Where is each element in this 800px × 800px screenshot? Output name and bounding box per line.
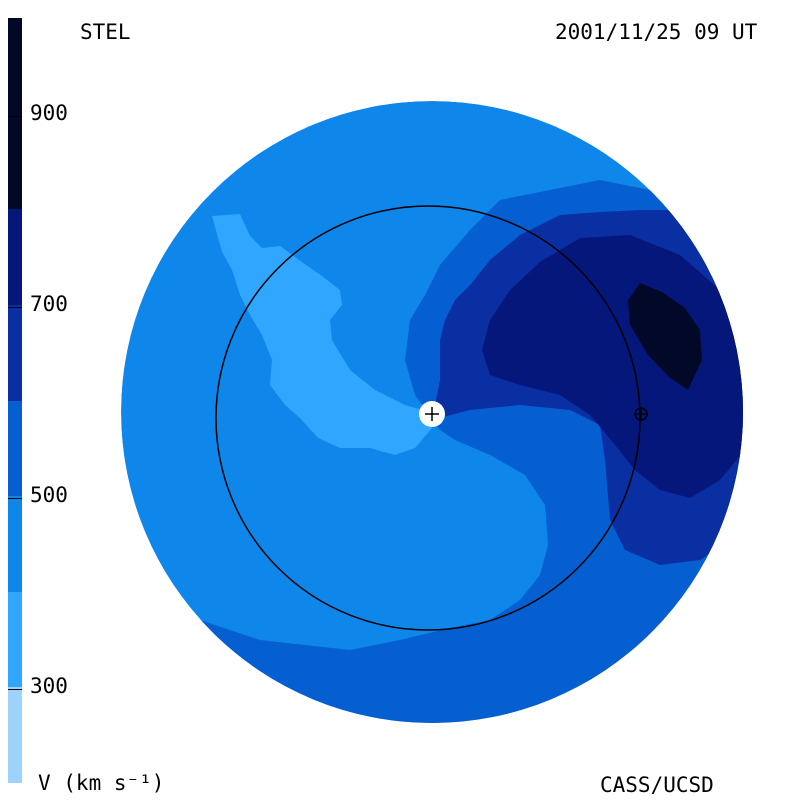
colorbar-band [8,18,22,210]
colorbar-band [8,591,22,688]
colorbar-band [8,687,22,783]
band-300-400-arm [212,214,432,455]
colorbar-tick [8,306,22,308]
observatory-label: STEL [80,20,131,44]
colorbar-tick [8,689,22,691]
earth-marker [634,407,648,421]
credit-label: CASS/UCSD [600,773,714,797]
colorbar-tick-label: 900 [30,100,68,125]
unit-label: V (km s⁻¹) [38,771,165,795]
colorbar-tick-label: 700 [30,291,68,316]
earth-orbit-circle [215,205,641,631]
colorbar-band [8,496,22,592]
velocity-colorbar [8,18,22,783]
sun-marker [419,401,445,427]
colorbar-band [8,304,22,401]
colorbar-tick-label: 300 [30,674,68,699]
timestamp-label: 2001/11/25 09 UT [555,20,758,44]
band-700-800 [482,235,743,498]
colorbar-band [8,400,22,497]
band-800-900 [628,283,702,390]
colorbar-band [8,209,22,305]
colorbar-tick-label: 500 [30,483,68,508]
colorbar-tick [8,498,22,500]
colorbar-tick [8,115,22,117]
